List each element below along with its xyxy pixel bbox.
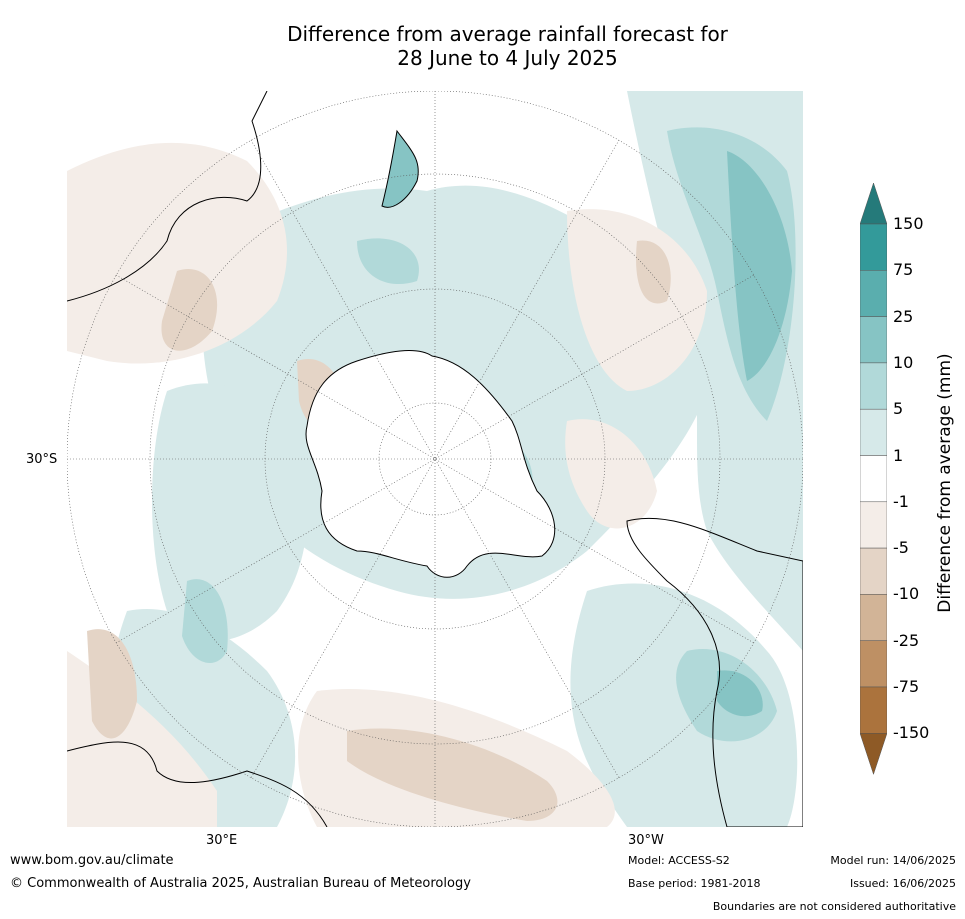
colorbar bbox=[859, 182, 888, 781]
colorbar-tick-label: -10 bbox=[893, 584, 920, 604]
australia-coast bbox=[67, 91, 268, 302]
colorbar-segment bbox=[859, 501, 888, 549]
lon-label-30e: 30°E bbox=[206, 833, 238, 848]
south-america-coast bbox=[626, 517, 803, 827]
lon-label-30w: 30°W bbox=[628, 833, 664, 848]
colorbar-tick-label: 75 bbox=[893, 260, 914, 280]
africa-coast bbox=[67, 741, 328, 827]
field-dry-5-10 bbox=[636, 240, 671, 304]
colorbar-tick-label: 1 bbox=[893, 445, 904, 465]
colorbar-tick-label: -25 bbox=[893, 630, 920, 650]
colorbar-tick-label: 25 bbox=[893, 306, 914, 326]
colorbar-extend-top bbox=[859, 182, 888, 225]
footer-model-run: Model run: 14/06/2025 bbox=[830, 854, 956, 867]
colorbar-segment bbox=[859, 316, 888, 364]
polar-map bbox=[67, 91, 803, 827]
colorbar-svg bbox=[859, 182, 888, 776]
colorbar-tick-label: -5 bbox=[893, 538, 909, 558]
field-wet-5-10 bbox=[727, 151, 792, 381]
field-wet-1-5 bbox=[152, 383, 308, 641]
chart-title: Difference from average rainfall forecas… bbox=[0, 22, 965, 70]
title-line-2: 28 June to 4 July 2025 bbox=[397, 46, 618, 70]
colorbar-segment bbox=[859, 594, 888, 641]
footer-base-period: Base period: 1981-2018 bbox=[628, 877, 761, 890]
colorbar-title: Difference from average (mm) bbox=[935, 353, 955, 613]
colorbar-segment bbox=[859, 270, 888, 317]
field-dry-5-10 bbox=[347, 728, 558, 821]
graticule bbox=[67, 91, 803, 827]
colorbar-segment bbox=[859, 362, 888, 410]
footer-url[interactable]: www.bom.gov.au/climate bbox=[10, 853, 174, 868]
footer-disclaimer: Boundaries are not considered authoritat… bbox=[712, 900, 956, 913]
lat-label-30s: 30°S bbox=[26, 452, 58, 467]
colorbar-tick-label: 150 bbox=[893, 214, 924, 233]
colorbar-segment bbox=[859, 455, 888, 503]
footer-issued: Issued: 16/06/2025 bbox=[849, 877, 956, 890]
colorbar-segment bbox=[859, 686, 888, 734]
footer-model: Model: ACCESS-S2 bbox=[628, 854, 730, 867]
field-dry-1-5 bbox=[567, 209, 707, 391]
field-wet-5-10 bbox=[357, 238, 419, 285]
field-dry-5-10 bbox=[87, 629, 137, 739]
colorbar-segment bbox=[859, 640, 888, 688]
map-canvas bbox=[67, 91, 803, 827]
colorbar-tick-label: 10 bbox=[893, 352, 914, 372]
field-wet-10-25 bbox=[717, 670, 763, 717]
field-dry-1-5 bbox=[565, 419, 657, 529]
colorbar-tick-label: -1 bbox=[893, 491, 909, 511]
colorbar-extend-bottom bbox=[859, 733, 888, 776]
field-dry-5-10 bbox=[161, 269, 218, 351]
footer-copyright: © Commonwealth of Australia 2025, Austra… bbox=[10, 876, 471, 891]
colorbar-segment bbox=[859, 408, 888, 456]
colorbar-segment bbox=[859, 547, 888, 595]
colorbar-tick-label: -150 bbox=[893, 723, 930, 743]
colorbar-tick-label: -75 bbox=[893, 677, 920, 696]
new-zealand bbox=[381, 129, 419, 208]
colorbar-tick-label: 5 bbox=[893, 399, 904, 419]
antarctica-landmass bbox=[305, 350, 556, 578]
title-line-1: Difference from average rainfall forecas… bbox=[287, 22, 728, 46]
colorbar-segment bbox=[859, 223, 888, 271]
